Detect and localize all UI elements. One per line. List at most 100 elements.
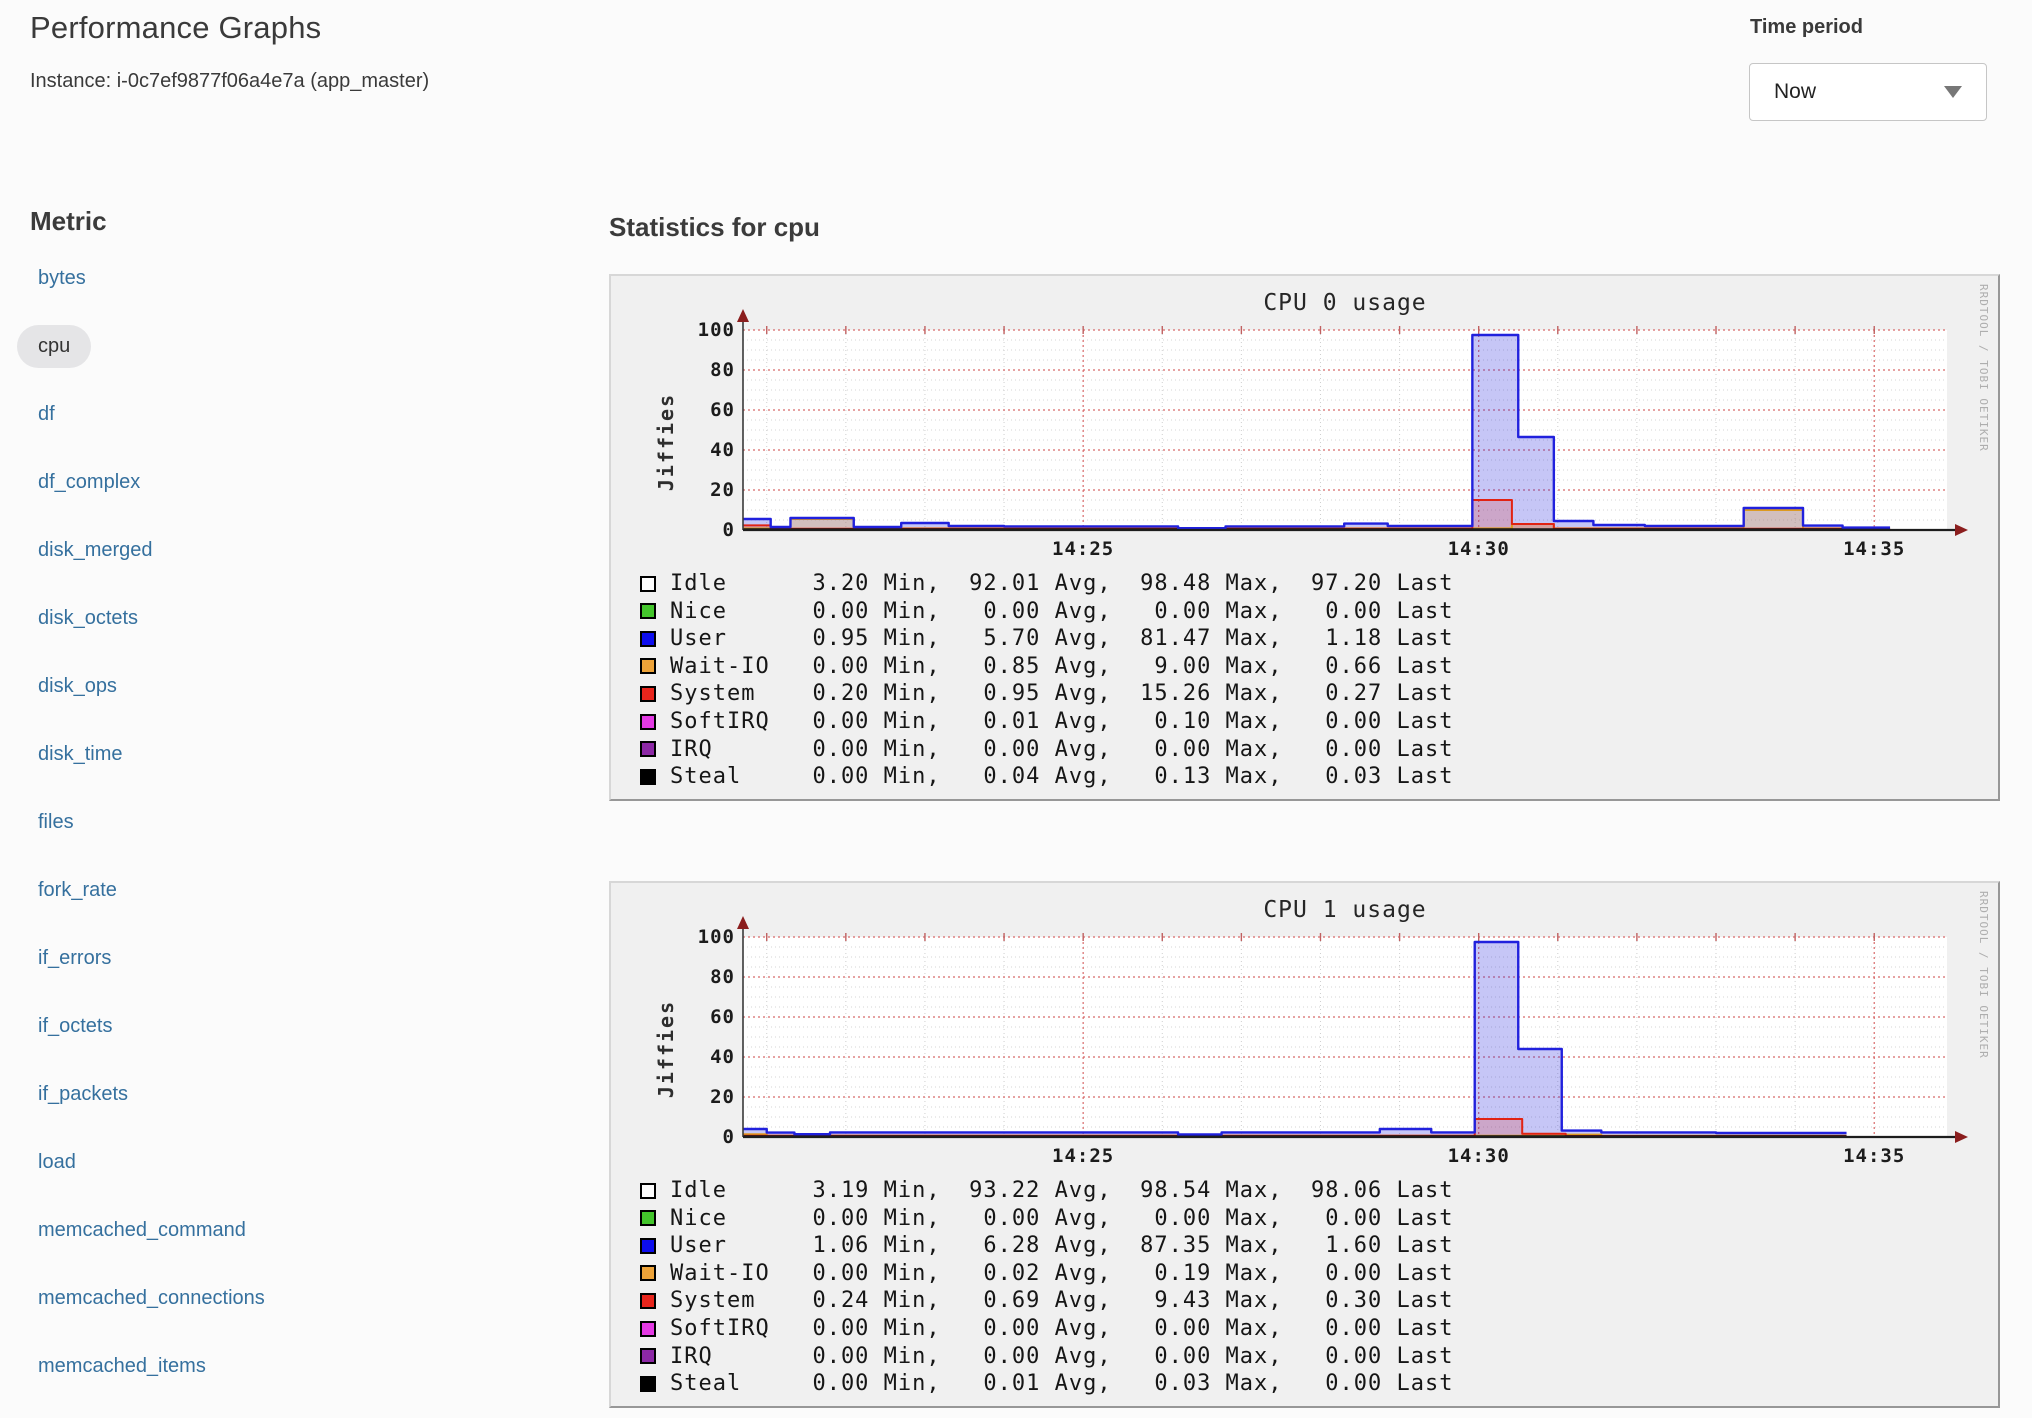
legend-stats-text: Idle 3.20 Min, 92.01 Avg, 98.48 Max, 97.… [670,571,1453,596]
legend-row-irq: IRQ 0.00 Min, 0.00 Avg, 0.00 Max, 0.00 L… [640,737,1453,762]
legend-stats-text: Wait-IO 0.00 Min, 0.02 Avg, 0.19 Max, 0.… [670,1261,1453,1286]
sidebar-item-if_packets: if_packets [0,1060,460,1128]
metric-link[interactable]: if_octets [38,1015,112,1038]
rrdtool-watermark: RRDTOOL / TOBI OETIKER [1977,284,1990,452]
page-title: Performance Graphs [30,10,321,46]
legend-row-nice: Nice 0.00 Min, 0.00 Avg, 0.00 Max, 0.00 … [640,1206,1453,1231]
y-tick-label: 0 [675,1126,735,1148]
metric-link-selected[interactable]: cpu [17,325,91,368]
legend-swatch-icon [640,686,656,702]
y-tick-label: 20 [675,1086,735,1108]
statistics-heading: Statistics for cpu [609,212,820,243]
metric-link[interactable]: memcached_items [38,1355,206,1378]
legend-row-idle: Idle 3.19 Min, 93.22 Avg, 98.54 Max, 98.… [640,1178,1453,1203]
y-axis-title: Jiffies [654,1000,678,1098]
legend-row-softirq: SoftIRQ 0.00 Min, 0.00 Avg, 0.00 Max, 0.… [640,1316,1453,1341]
legend-swatch-icon [640,1348,656,1364]
x-tick-label: 14:30 [1448,1145,1510,1167]
legend-row-softirq: SoftIRQ 0.00 Min, 0.01 Avg, 0.10 Max, 0.… [640,709,1453,734]
y-tick-label: 100 [675,926,735,948]
y-tick-label: 40 [675,439,735,461]
legend-swatch-icon [640,741,656,757]
sidebar-item-load: load [0,1128,460,1196]
metric-link[interactable]: fork_rate [38,879,117,902]
legend-stats-text: Nice 0.00 Min, 0.00 Avg, 0.00 Max, 0.00 … [670,599,1453,624]
instance-label: Instance: i-0c7ef9877f06a4e7a (app_maste… [30,70,429,93]
legend-swatch-icon [640,1293,656,1309]
legend-swatch-icon [640,631,656,647]
legend-swatch-icon [640,1265,656,1281]
metric-link[interactable]: files [38,811,74,834]
metric-heading: Metric [30,206,107,237]
legend-swatch-icon [640,603,656,619]
time-period-select[interactable]: Now [1749,63,1987,121]
legend-swatch-icon [640,1238,656,1254]
legend-row-user: User 0.95 Min, 5.70 Avg, 81.47 Max, 1.18… [640,626,1453,651]
metric-link[interactable]: memcached_connections [38,1287,265,1310]
y-axis-title: Jiffies [654,393,678,491]
rrdtool-watermark: RRDTOOL / TOBI OETIKER [1977,891,1990,1059]
sidebar-item-bytes: bytes [0,244,460,312]
legend-stats-text: Wait-IO 0.00 Min, 0.85 Avg, 9.00 Max, 0.… [670,654,1453,679]
sidebar-item-memcached_connections: memcached_connections [0,1264,460,1332]
legend-swatch-icon [640,714,656,730]
time-period-label: Time period [1750,16,1863,39]
metric-link[interactable]: bytes [38,267,86,290]
sidebar-item-memcached_command: memcached_command [0,1196,460,1264]
sidebar-item-disk_octets: disk_octets [0,584,460,652]
metric-link[interactable]: memcached_command [38,1219,246,1242]
legend-row-wait-io: Wait-IO 0.00 Min, 0.02 Avg, 0.19 Max, 0.… [640,1261,1453,1286]
legend-swatch-icon [640,769,656,785]
legend-swatch-icon [640,1376,656,1392]
metric-link[interactable]: disk_time [38,743,122,766]
legend-stats-text: Idle 3.19 Min, 93.22 Avg, 98.54 Max, 98.… [670,1178,1453,1203]
y-tick-label: 0 [675,519,735,541]
metric-link[interactable]: disk_octets [38,607,138,630]
metric-link[interactable]: if_packets [38,1083,128,1106]
sidebar-item-disk_ops: disk_ops [0,652,460,720]
legend-stats-text: System 0.20 Min, 0.95 Avg, 15.26 Max, 0.… [670,681,1453,706]
y-tick-label: 20 [675,479,735,501]
metric-link[interactable]: disk_ops [38,675,117,698]
metric-link[interactable]: disk_merged [38,539,153,562]
sidebar-item-if_errors: if_errors [0,924,460,992]
sidebar-item-fork_rate: fork_rate [0,856,460,924]
legend-stats-text: User 1.06 Min, 6.28 Avg, 87.35 Max, 1.60… [670,1233,1453,1258]
sidebar-item-files: files [0,788,460,856]
legend-stats-text: System 0.24 Min, 0.69 Avg, 9.43 Max, 0.3… [670,1288,1453,1313]
y-tick-label: 60 [675,399,735,421]
sidebar-item-df: df [0,380,460,448]
x-tick-label: 14:35 [1843,538,1905,560]
legend-swatch-icon [640,1321,656,1337]
legend-row-wait-io: Wait-IO 0.00 Min, 0.85 Avg, 9.00 Max, 0.… [640,654,1453,679]
legend-stats-text: User 0.95 Min, 5.70 Avg, 81.47 Max, 1.18… [670,626,1453,651]
graph-panel-cpu1: CPU 1 usage02040608010014:2514:3014:35Ji… [609,881,2000,1408]
x-tick-label: 14:25 [1052,538,1114,560]
time-period-value: Now [1774,80,1816,104]
sidebar-item-if_octets: if_octets [0,992,460,1060]
legend-swatch-icon [640,658,656,674]
legend-swatch-icon [640,576,656,592]
sidebar-item-memcached_items: memcached_items [0,1332,460,1400]
x-tick-label: 14:25 [1052,1145,1114,1167]
sidebar-item-cpu: cpu [0,312,460,380]
y-tick-label: 80 [675,359,735,381]
x-tick-label: 14:30 [1448,538,1510,560]
x-tick-label: 14:35 [1843,1145,1905,1167]
legend-row-irq: IRQ 0.00 Min, 0.00 Avg, 0.00 Max, 0.00 L… [640,1344,1453,1369]
legend-stats-text: Steal 0.00 Min, 0.04 Avg, 0.13 Max, 0.03… [670,764,1453,789]
legend-row-user: User 1.06 Min, 6.28 Avg, 87.35 Max, 1.60… [640,1233,1453,1258]
y-tick-label: 100 [675,319,735,341]
graph-panel-cpu0: CPU 0 usage02040608010014:2514:3014:35Ji… [609,274,2000,801]
metric-link[interactable]: df [38,403,55,426]
metric-link[interactable]: load [38,1151,76,1174]
legend-row-steal: Steal 0.00 Min, 0.01 Avg, 0.03 Max, 0.00… [640,1371,1453,1396]
metric-link[interactable]: df_complex [38,471,140,494]
y-tick-label: 60 [675,1006,735,1028]
legend-swatch-icon [640,1210,656,1226]
sidebar-item-disk_merged: disk_merged [0,516,460,584]
metric-link[interactable]: if_errors [38,947,111,970]
legend-row-idle: Idle 3.20 Min, 92.01 Avg, 98.48 Max, 97.… [640,571,1453,596]
legend-row-system: System 0.24 Min, 0.69 Avg, 9.43 Max, 0.3… [640,1288,1453,1313]
chevron-down-icon [1944,86,1962,98]
